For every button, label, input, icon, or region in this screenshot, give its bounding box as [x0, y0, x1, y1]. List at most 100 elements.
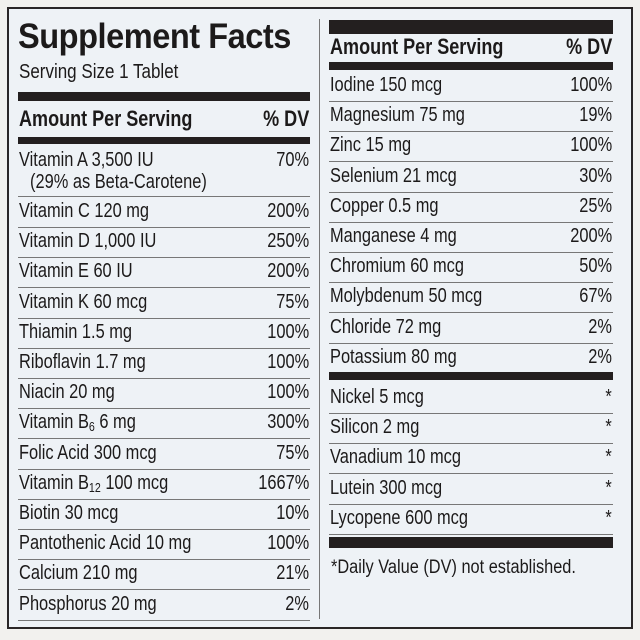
daily-value: 50% — [579, 255, 612, 278]
nutrient-label: Iodine 150 mcg — [330, 74, 443, 96]
table-row: Biotin 30 mcg 10% — [18, 499, 310, 530]
table-row: Lycopene 600 mcg * — [329, 504, 613, 535]
nutrient-label: Lutein 300 mcg — [330, 476, 443, 499]
daily-value: 75% — [276, 290, 309, 313]
nutrient-label: Vitamin K 60 mcg — [19, 290, 148, 313]
table-header: Amount Per Serving % DV — [18, 106, 310, 134]
supplement-facts-panel: Supplement Facts Serving Size 1 Tablet A… — [7, 7, 633, 629]
nutrient-label: Phosphorus 20 mg — [19, 592, 157, 615]
table-row: Vanadium 10 mcg * — [329, 443, 613, 475]
table-row: Calcium 210 mg 21% — [18, 559, 310, 591]
daily-value: * — [605, 506, 612, 529]
nutrient-label: Potassium 80 mg — [330, 345, 457, 368]
nutrient-label: Thiamin 1.5 mg — [19, 320, 133, 343]
label-subscript: 12 — [88, 479, 101, 495]
daily-value: * — [605, 416, 612, 439]
daily-value: 300% — [267, 411, 309, 434]
nutrient-label: Molybdenum 50 mcg — [330, 285, 483, 308]
daily-value: 21% — [276, 562, 309, 585]
nutrient-label: Vitamin B6 6 mg — [19, 411, 136, 434]
daily-value: 25% — [579, 194, 612, 217]
nutrient-label: Silicon 2 mg — [330, 416, 420, 439]
label-text: 6 mg — [94, 411, 136, 434]
section-rule — [329, 372, 613, 380]
table-row: Magnesium 75 mg 19% — [329, 101, 613, 133]
table-row: Phosphorus 20 mg 2% — [18, 590, 310, 621]
daily-value: 1667% — [257, 471, 309, 494]
footnote: *Daily Value (DV) not established. — [331, 557, 576, 578]
dv-header: % DV — [262, 106, 309, 131]
table-row: Potassium 80 mg 2% — [329, 343, 613, 374]
nutrient-label: Pantothenic Acid 10 mg — [19, 532, 192, 555]
daily-value: 67% — [579, 285, 612, 308]
table-row: Niacin 20 mg 100% — [18, 378, 310, 410]
table-row: Manganese 4 mg 200% — [329, 222, 613, 253]
table-row: Vitamin K 60 mcg 75% — [18, 288, 310, 319]
nutrient-label: Vitamin B12 100 mcg — [19, 472, 168, 495]
amount-header: Amount Per Serving — [19, 106, 193, 131]
nutrient-label: Lycopene 600 mcg — [330, 506, 468, 529]
table-row: Chromium 60 mcg 50% — [329, 252, 613, 284]
table-row: Vitamin B6 6 mg 300% — [18, 408, 310, 440]
daily-value: 70% — [276, 149, 309, 171]
nutrient-label: Vitamin A 3,500 IU — [19, 149, 154, 171]
label-text: 100 mcg — [100, 471, 169, 494]
nutrient-label: Vanadium 10 mcg — [330, 446, 461, 469]
daily-value: 100% — [267, 320, 309, 343]
nutrient-label: Manganese 4 mg — [330, 225, 457, 247]
table-row: Vitamin C 120 mg 200% — [18, 197, 310, 228]
label-text: Vitamin B — [19, 471, 89, 494]
table-row: Silicon 2 mg * — [329, 413, 613, 445]
nutrient-label: Chromium 60 mcg — [330, 255, 464, 278]
column-divider — [319, 19, 320, 619]
table-row: Folic Acid 300 mcg 75% — [18, 439, 310, 470]
nutrient-label: Niacin 20 mg — [19, 381, 115, 404]
daily-value: 200% — [570, 225, 612, 247]
header-rule — [329, 62, 613, 70]
table-row: Vitamin D 1,000 IU 250% — [18, 227, 310, 259]
daily-value: 2% — [588, 315, 612, 338]
table-row: Vitamin A 3,500 IU (29% as Beta-Carotene)… — [18, 146, 310, 197]
daily-value: 100% — [267, 381, 309, 404]
serving-size: Serving Size 1 Tablet — [19, 61, 179, 83]
table-row: Chloride 72 mg 2% — [329, 313, 613, 344]
table-row: Zinc 15 mg 100% — [329, 131, 613, 163]
table-row: Riboflavin 1.7 mg 100% — [18, 348, 310, 379]
daily-value: * — [605, 446, 612, 469]
table-row: Pantothenic Acid 10 mg 100% — [18, 529, 310, 561]
daily-value: * — [605, 476, 612, 499]
dv-header: % DV — [565, 34, 612, 59]
daily-value: 2% — [588, 345, 612, 368]
daily-value: 100% — [570, 74, 612, 96]
nutrient-sublabel: (29% as Beta-Carotene) — [30, 171, 207, 193]
daily-value: 100% — [267, 532, 309, 555]
daily-value: 100% — [267, 351, 309, 373]
daily-value: 100% — [570, 134, 612, 157]
table-header: Amount Per Serving % DV — [329, 34, 613, 62]
daily-value: 30% — [579, 164, 612, 187]
table-row: Vitamin B12 100 mcg 1667% — [18, 469, 310, 500]
nutrient-label: Chloride 72 mg — [330, 315, 442, 338]
table-row: Lutein 300 mcg * — [329, 474, 613, 505]
table-row: Iodine 150 mcg 100% — [329, 71, 613, 102]
table-row: Copper 0.5 mg 25% — [329, 192, 613, 223]
daily-value: 75% — [276, 441, 309, 464]
table-row: Selenium 21 mcg 30% — [329, 162, 613, 193]
table-row: Vitamin E 60 IU 200% — [18, 257, 310, 289]
amount-header: Amount Per Serving — [330, 34, 504, 59]
nutrient-label: Magnesium 75 mg — [330, 104, 465, 127]
label-subscript: 6 — [88, 419, 95, 435]
table-row: Molybdenum 50 mcg 67% — [329, 282, 613, 314]
nutrient-label: Copper 0.5 mg — [330, 194, 439, 217]
table-row: Thiamin 1.5 mg 100% — [18, 318, 310, 349]
nutrient-label: Vitamin D 1,000 IU — [19, 230, 157, 253]
nutrient-label: Riboflavin 1.7 mg — [19, 351, 146, 373]
daily-value: 200% — [267, 260, 309, 283]
daily-value: * — [605, 386, 612, 408]
footer-rule — [329, 537, 613, 548]
nutrient-label: Folic Acid 300 mcg — [19, 441, 157, 464]
label-text: Vitamin B — [19, 411, 89, 434]
thick-rule — [329, 20, 613, 34]
nutrient-label: Selenium 21 mcg — [330, 164, 457, 187]
daily-value: 19% — [579, 104, 612, 127]
